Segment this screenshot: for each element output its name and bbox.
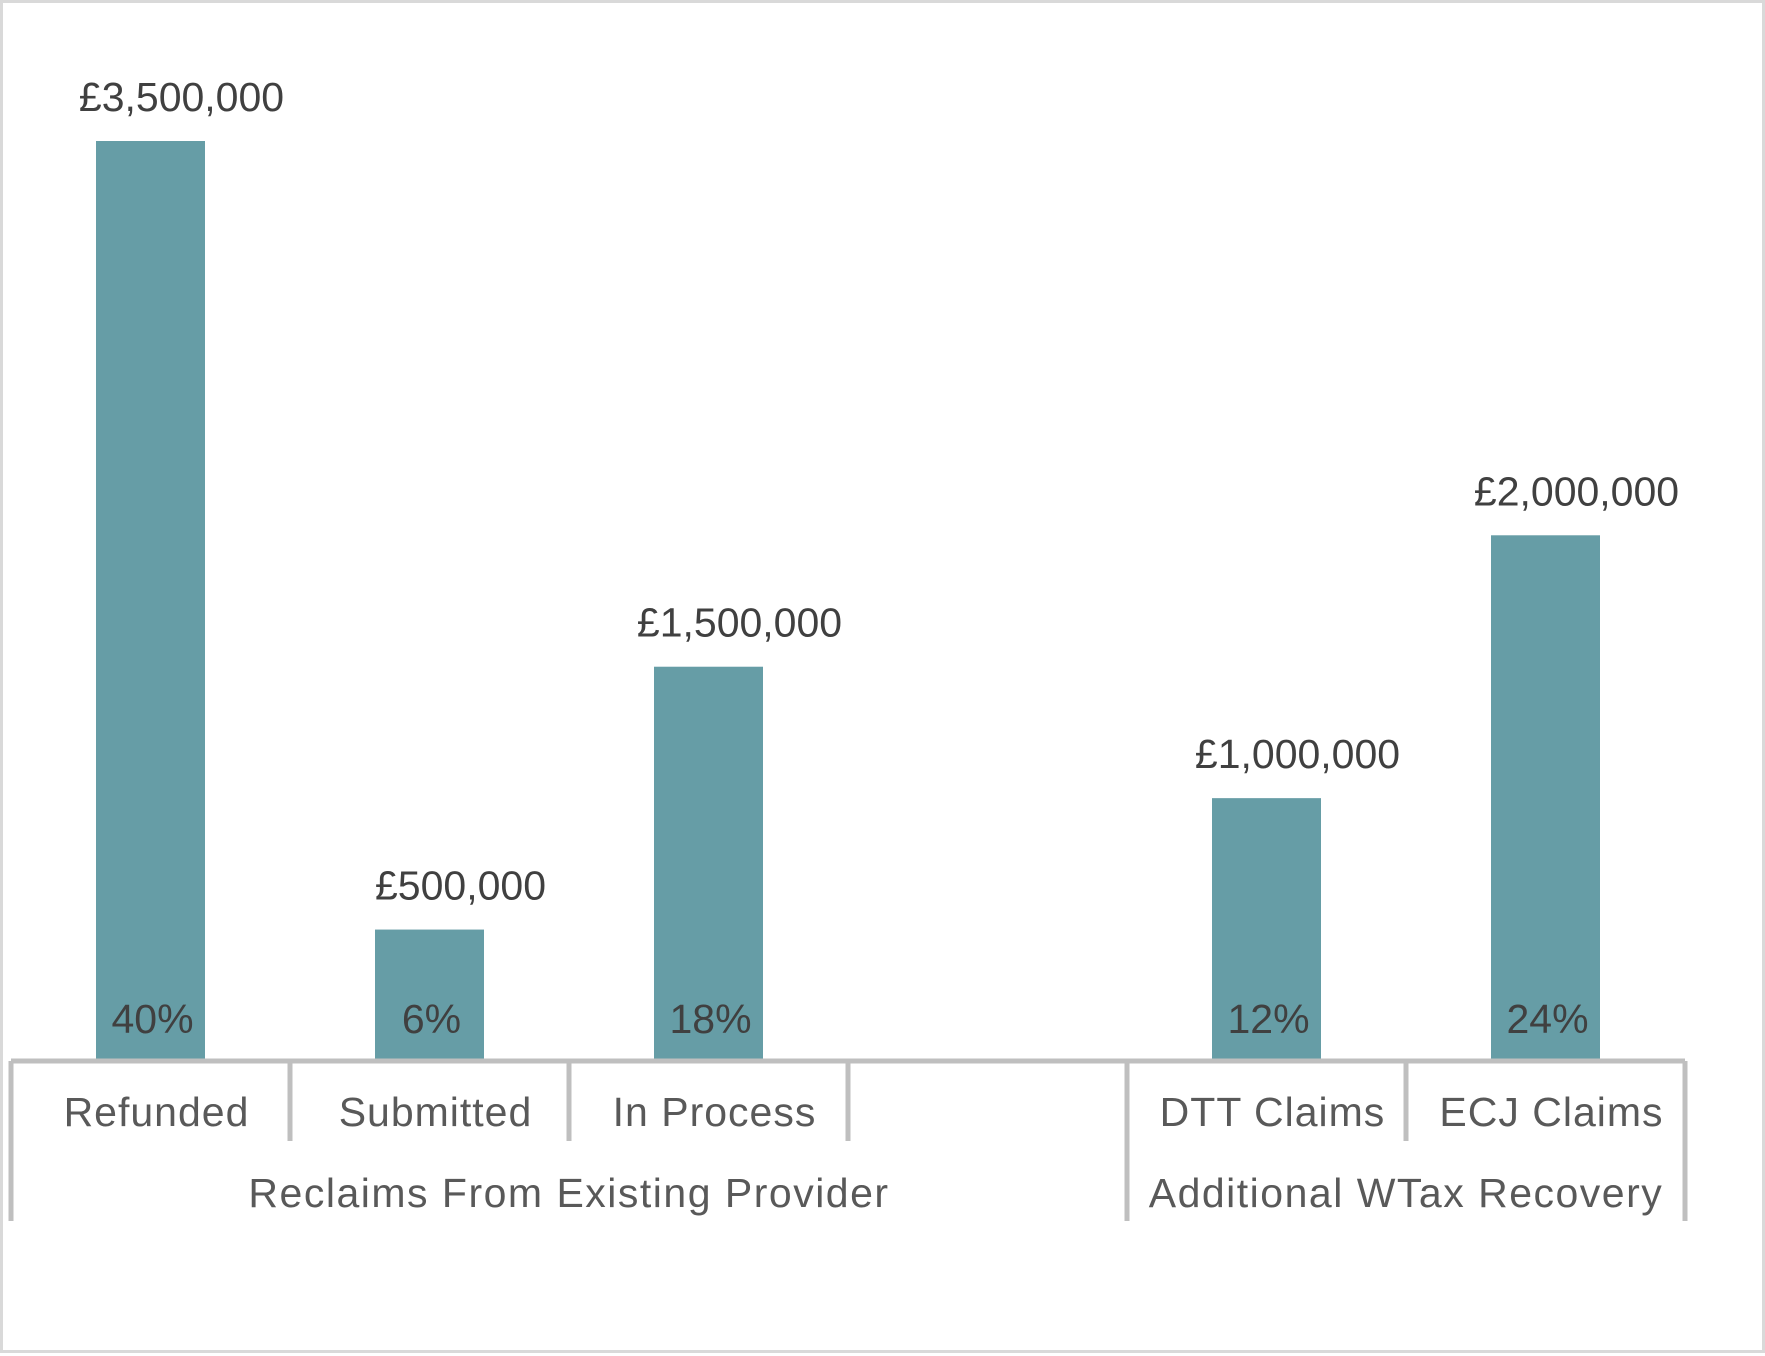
group-label: Additional WTax Recovery: [1149, 1170, 1664, 1216]
data-label-value: £3,500,000: [79, 74, 284, 120]
data-label-percent: 18%: [669, 996, 751, 1042]
labels-layer: £3,500,000 40% Refunded £500,000 6% Submitted…: [64, 74, 1680, 1216]
bar-dtt-claims: [1212, 798, 1321, 1061]
bar-refunded: [96, 141, 205, 1061]
data-label-value: £1,500,000: [637, 600, 842, 646]
category-axis: [8, 1058, 1688, 1221]
bar-submitted: [375, 929, 484, 1061]
bar-ecj-claims: [1491, 535, 1600, 1061]
bar-chart: £3,500,000 40% Refunded £500,000 6% Submitted…: [8, 74, 1688, 1221]
group-label: Reclaims From Existing Provider: [248, 1170, 889, 1216]
data-label-percent: 6%: [402, 996, 461, 1042]
data-label-value: £2,000,000: [1474, 468, 1679, 514]
data-label-value: £500,000: [375, 863, 546, 909]
tick-label: Refunded: [64, 1089, 250, 1135]
data-label-value: £1,000,000: [1195, 731, 1400, 777]
bar-in-process: [654, 666, 763, 1061]
bars-layer: [96, 141, 1600, 1061]
tick-label: In Process: [613, 1089, 817, 1135]
data-label-percent: 40%: [111, 996, 193, 1042]
tick-label: ECJ Claims: [1439, 1089, 1663, 1135]
data-label-percent: 24%: [1506, 996, 1588, 1042]
tick-label: Submitted: [339, 1089, 533, 1135]
tick-label: DTT Claims: [1160, 1089, 1386, 1135]
data-label-percent: 12%: [1227, 996, 1309, 1042]
